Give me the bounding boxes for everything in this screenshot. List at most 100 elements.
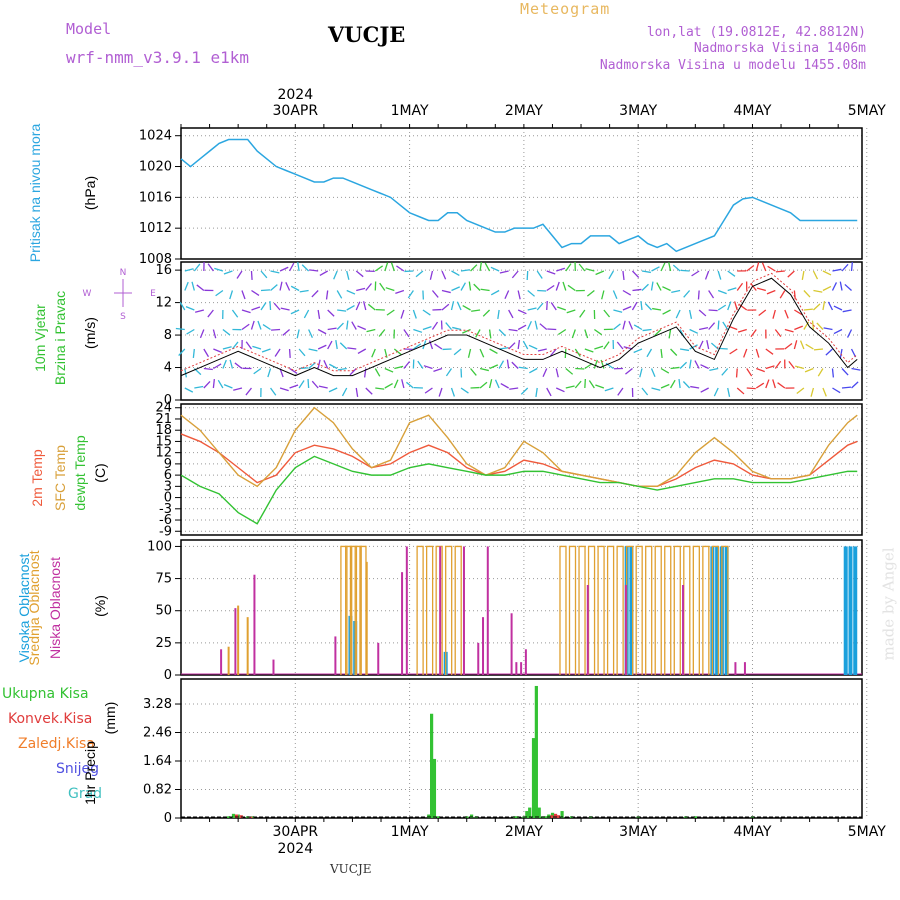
precip-ytick-label-0: 0 xyxy=(164,811,172,826)
cloud-mid-bar xyxy=(683,545,691,675)
wind-arrow xyxy=(184,368,187,378)
wind-arrow xyxy=(803,308,813,311)
wind-arrow xyxy=(347,347,357,350)
wind-arrow xyxy=(841,386,852,389)
wind-arrow xyxy=(700,364,709,370)
wind-arrow xyxy=(337,367,347,371)
wind-arrow xyxy=(535,387,538,398)
wind-arrow xyxy=(456,301,462,311)
cloud-low-bar xyxy=(477,642,480,675)
wind-arrow xyxy=(850,261,853,272)
wind-arrow xyxy=(616,341,624,350)
wind-arrow xyxy=(479,367,489,372)
wind-arrow xyxy=(279,281,283,291)
wind-arrow xyxy=(194,385,204,389)
wind-arrow xyxy=(234,362,243,370)
cloud-mid-bar xyxy=(559,545,567,675)
wind-arrow xyxy=(718,347,728,350)
precip-total-bar xyxy=(537,807,541,818)
pressure-frame xyxy=(180,127,863,260)
cloud-mid-bar xyxy=(645,545,653,675)
cloud-low-bar xyxy=(743,662,746,675)
wind-arrow xyxy=(688,309,693,319)
wind-arrow xyxy=(184,281,189,291)
wind-arrow xyxy=(851,367,861,371)
series-temp-dewpt-line xyxy=(180,455,858,525)
wind-arrow xyxy=(241,290,246,300)
cloud-mid-bar xyxy=(349,545,358,675)
wind-ytick-label-3: 12 xyxy=(155,296,172,311)
wind-arrow xyxy=(595,384,605,389)
wind-arrow xyxy=(328,387,338,393)
wind-arrow xyxy=(401,379,405,389)
wind-arrow xyxy=(480,288,490,292)
wind-arrow xyxy=(660,367,670,374)
wind-arrow xyxy=(384,367,394,373)
wind-arrow xyxy=(236,270,243,279)
wind-arrow xyxy=(799,340,805,350)
wind-arrow xyxy=(460,269,471,272)
legend-conv-rain: Konvek.Kisa xyxy=(8,711,93,727)
wind-arrow xyxy=(250,270,253,281)
precip-conv-bar xyxy=(553,813,558,818)
wind-arrow xyxy=(279,387,289,392)
wind-arrow xyxy=(346,289,356,295)
precip-total-bar xyxy=(534,685,538,818)
wind-arrow xyxy=(750,329,757,338)
wind-arrow xyxy=(260,302,267,311)
wind-arrow xyxy=(784,309,789,319)
wind-arrow xyxy=(586,289,595,297)
wind-arrow xyxy=(698,327,709,331)
wind-arrow xyxy=(504,290,510,299)
wind-arrow xyxy=(727,287,737,292)
precip-total-bar xyxy=(531,738,536,818)
precip-total-bar xyxy=(432,758,437,818)
wind-arrow xyxy=(462,328,471,334)
wind-arrow xyxy=(406,381,414,389)
wind-arrow xyxy=(193,263,201,272)
wind-arrow xyxy=(641,283,649,291)
wind-arrow xyxy=(506,359,510,369)
wind-arrow xyxy=(450,301,455,311)
wind-arrow xyxy=(339,342,348,350)
wind-arrow xyxy=(632,288,642,292)
wind-arrow xyxy=(424,387,433,394)
wind-arrow xyxy=(289,384,299,389)
wind-arrow xyxy=(625,367,633,375)
wind-arrow xyxy=(698,340,704,350)
wind-arrow xyxy=(460,282,466,291)
wind-arrow xyxy=(668,262,672,272)
wind-arrow xyxy=(706,340,710,350)
cloud-low-bar xyxy=(682,585,685,675)
wind-arrow xyxy=(756,287,766,292)
wind-arrow xyxy=(650,368,656,378)
wind-arrow xyxy=(434,343,443,350)
precip-total-bar xyxy=(250,816,255,818)
wind-arrow xyxy=(717,289,727,295)
wind-arrow xyxy=(717,304,727,311)
wind-arrow xyxy=(656,282,662,291)
wind-arrow xyxy=(737,328,747,333)
wind-arrow xyxy=(471,309,481,312)
wind-arrow xyxy=(251,289,260,296)
cloud-ytick-label-1: 25 xyxy=(155,636,172,651)
wind-arrow xyxy=(384,262,389,272)
pressure-ytick-label-0: 1008 xyxy=(139,252,172,267)
wind-arrow xyxy=(772,309,776,319)
wind-arrow xyxy=(196,284,205,292)
wind-arrow xyxy=(633,324,643,331)
wind-arrow xyxy=(374,368,381,377)
wind-arrow xyxy=(245,341,253,350)
wind-arrow xyxy=(816,322,824,330)
wind-arrow xyxy=(327,309,335,317)
wind-arrow xyxy=(451,270,460,276)
wind-arrow xyxy=(231,341,239,350)
wind-arrow xyxy=(774,329,782,338)
wind-arrow xyxy=(462,305,471,311)
wind-arrow xyxy=(213,363,222,370)
wind-arrow xyxy=(779,290,786,299)
wind-arrow xyxy=(522,340,529,350)
wind-arrow xyxy=(351,321,357,330)
wind-arrow xyxy=(431,290,439,298)
wind-arrow xyxy=(593,328,603,336)
